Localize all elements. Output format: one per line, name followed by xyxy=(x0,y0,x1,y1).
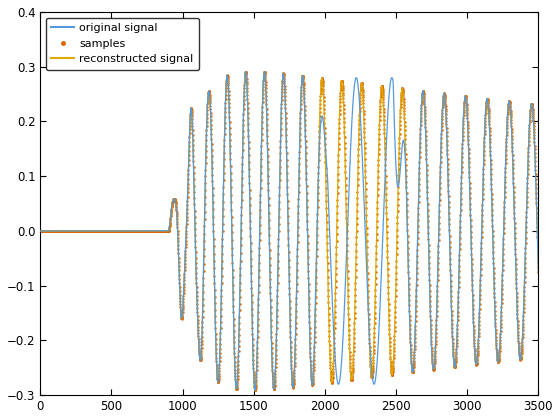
Legend: original signal, samples, reconstructed signal: original signal, samples, reconstructed … xyxy=(46,18,199,70)
